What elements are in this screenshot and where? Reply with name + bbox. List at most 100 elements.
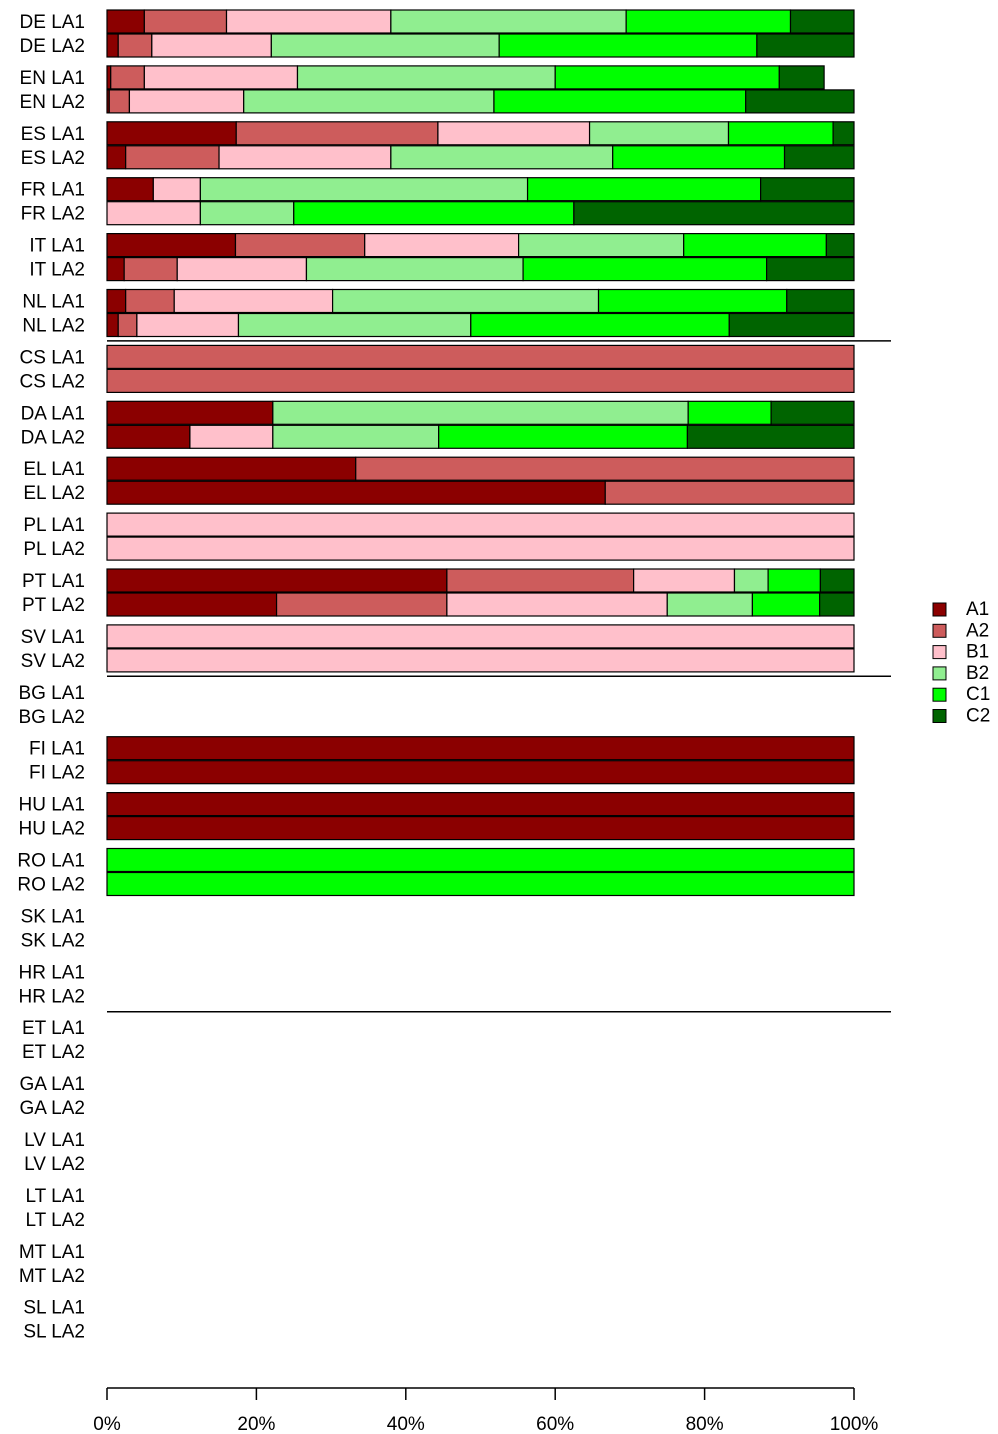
bar-segment-c1 — [493, 89, 747, 114]
bar-segment-b2 — [272, 400, 689, 425]
bar-segment-a1 — [106, 424, 191, 449]
bar-segment-a2 — [117, 33, 153, 58]
bar-segment-c2 — [819, 568, 855, 593]
bar-segment-b2 — [296, 65, 556, 90]
row-label: FR LA1 — [21, 180, 85, 201]
bar-segment-b1 — [189, 424, 274, 449]
row-label: EN LA2 — [20, 92, 85, 113]
bar-segment-b1 — [176, 257, 308, 282]
legend-swatch-c1 — [932, 687, 947, 702]
bar-segment-b1 — [106, 512, 855, 537]
row-label: EL LA1 — [23, 459, 85, 480]
row-label: IT LA2 — [29, 260, 85, 281]
bars-layer — [106, 9, 855, 897]
bar-segment-a2 — [446, 568, 635, 593]
bar-segment-b1 — [173, 288, 334, 314]
row-label: MT LA2 — [19, 1266, 85, 1287]
bar-segment-c2 — [686, 424, 855, 449]
bar-segment-b1 — [106, 624, 855, 649]
bar-segment-a1 — [106, 121, 237, 146]
bar-segment-b2 — [666, 592, 754, 617]
row-label: SK LA2 — [21, 930, 85, 951]
bar-segment-a2 — [234, 233, 366, 258]
row-label: EL LA2 — [23, 483, 85, 504]
row-label: FI LA2 — [29, 763, 85, 784]
legend-label: C2 — [966, 706, 990, 727]
bar-segment-b2 — [243, 89, 495, 114]
legend-swatch-c2 — [932, 709, 947, 723]
bar-segment-a2 — [106, 344, 855, 369]
bar-segment-a2 — [235, 121, 439, 146]
bar-segment-c2 — [783, 145, 855, 170]
row-label: HU LA1 — [18, 795, 85, 816]
x-tick-label: 40% — [387, 1414, 425, 1434]
bar-segment-b2 — [305, 257, 524, 282]
bar-segment-b2 — [390, 145, 614, 170]
bar-segment-b1 — [106, 201, 201, 226]
bar-segment-a2 — [108, 89, 131, 114]
row-label: DA LA1 — [21, 403, 85, 424]
row-label: BG LA2 — [18, 707, 85, 728]
legend-label: A1 — [966, 599, 989, 620]
bar-segment-c1 — [751, 592, 821, 617]
row-label: HR LA1 — [18, 962, 85, 983]
row-label: ES LA1 — [21, 124, 85, 145]
row-label: GA LA1 — [20, 1074, 86, 1095]
bar-segment-c2 — [760, 177, 855, 202]
legend-label: A2 — [966, 620, 989, 641]
legend-label: B2 — [966, 663, 989, 684]
bar-segment-b2 — [733, 568, 769, 593]
row-label: RO LA2 — [17, 875, 85, 896]
bar-segment-c1 — [106, 871, 855, 897]
bar-segment-b1 — [106, 536, 855, 561]
bar-segment-c2 — [770, 400, 855, 425]
bar-segment-c1 — [727, 121, 834, 146]
bar-segment-c2 — [573, 201, 855, 226]
bar-segment-b1 — [225, 9, 392, 34]
bar-segment-a2 — [106, 368, 855, 393]
bar-segment-b2 — [199, 201, 295, 226]
x-tick-label: 80% — [686, 1414, 724, 1434]
bar-segment-a1 — [106, 480, 606, 505]
bar-segment-c2 — [756, 33, 855, 58]
x-tick-label: 0% — [93, 1414, 121, 1434]
row-label: EN LA1 — [20, 68, 85, 89]
bar-segment-a1 — [106, 456, 357, 481]
bar-segment-c2 — [728, 312, 855, 338]
bar-segment-a1 — [106, 568, 448, 593]
legend-label: B1 — [966, 642, 989, 663]
bar-segment-b2 — [272, 424, 440, 449]
row-label: NL LA2 — [22, 316, 85, 337]
bar-segment-b1 — [128, 89, 245, 114]
bar-segment-b1 — [143, 65, 299, 90]
row-label: SL LA1 — [23, 1298, 85, 1319]
row-label: PL LA2 — [23, 539, 85, 560]
bar-segment-c1 — [293, 201, 575, 226]
bar-segment-c2 — [786, 288, 855, 314]
bar-segment-c1 — [106, 847, 855, 873]
bar-segment-a2 — [125, 288, 175, 314]
bar-segment-a1 — [106, 815, 855, 841]
bar-segment-c1 — [683, 233, 827, 258]
legend-swatch-b1 — [932, 645, 947, 660]
bar-segment-c1 — [597, 288, 788, 314]
bar-segment-c1 — [438, 424, 689, 449]
bar-segment-a2 — [125, 145, 220, 170]
row-label: SV LA1 — [21, 627, 85, 648]
row-label: MT LA1 — [19, 1242, 85, 1263]
bar-segment-b1 — [633, 568, 736, 593]
row-labels: DE LA1 DE LA2 EN LA1 EN LA2 ES LA1 ES LA2 FR L… — [17, 12, 85, 1343]
row-label: PT LA1 — [22, 571, 85, 592]
bar-segment-b2 — [199, 177, 529, 202]
bar-segment-a1 — [106, 257, 125, 282]
bar-segment-a2 — [143, 9, 228, 34]
x-tick-label: 60% — [536, 1414, 574, 1434]
group-separators — [107, 340, 891, 1013]
bar-segment-b1 — [446, 592, 668, 617]
row-label: SV LA2 — [21, 651, 85, 672]
row-label: SK LA1 — [21, 906, 85, 927]
row-label: RO LA1 — [17, 851, 85, 872]
bar-segment-c1 — [625, 9, 792, 34]
bar-segment-b2 — [517, 233, 685, 258]
